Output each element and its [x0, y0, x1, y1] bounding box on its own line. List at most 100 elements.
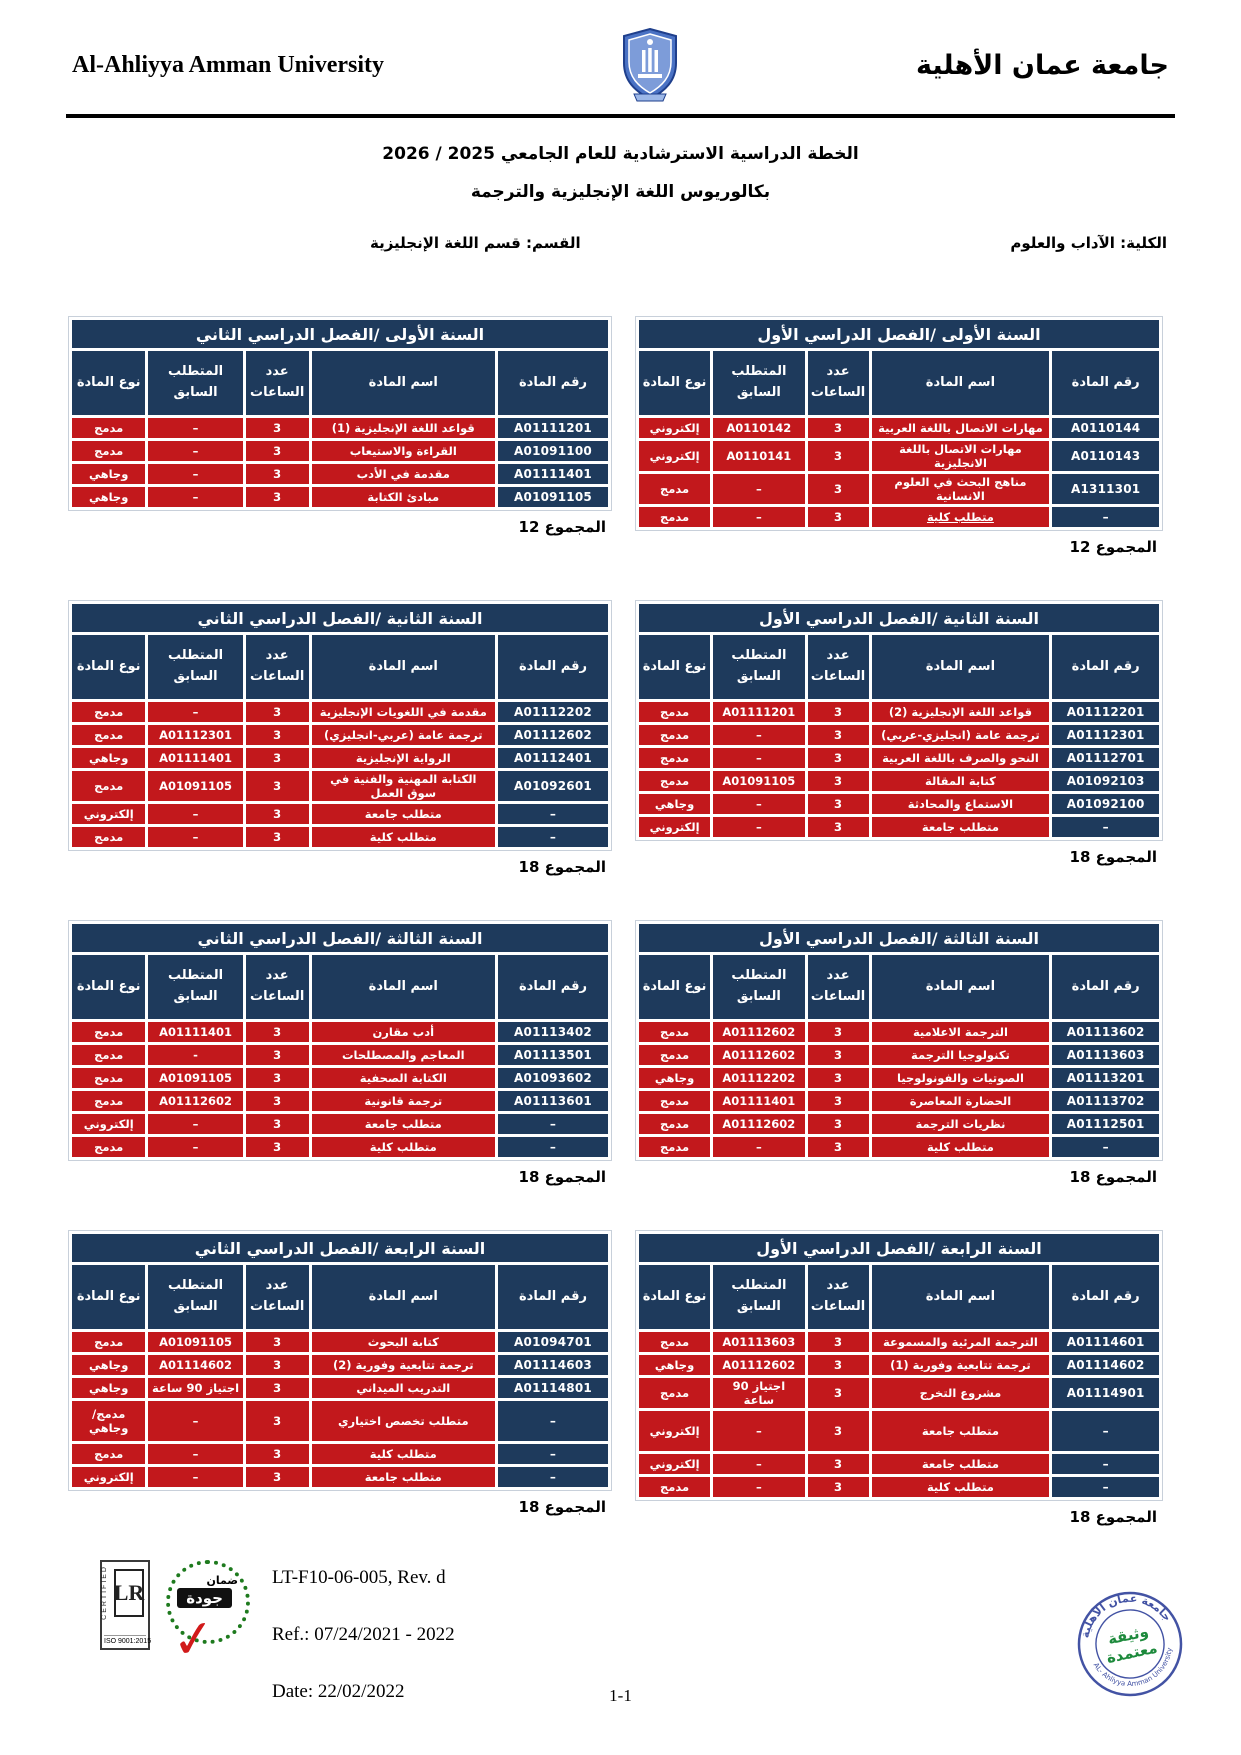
course-code-cell: A01112401: [497, 748, 608, 768]
column-header-row: رقم المادة اسم المادة عدد الساعات المتطلب ا…: [72, 955, 608, 1019]
course-type-cell: مدمج: [72, 1444, 146, 1464]
course-prerequisite-cell: A01113603: [713, 1332, 805, 1352]
course-prerequisite-cell: –: [713, 1137, 805, 1157]
course-code-cell: –: [1052, 1477, 1159, 1497]
course-type-cell: وجاهي: [72, 464, 146, 484]
course-type-cell: مدمج: [72, 702, 146, 722]
course-row: A01112202 مقدمة في اللغويات الإنجليزية 3– م…: [72, 702, 608, 722]
column-header: المتطلب السابق: [148, 635, 243, 699]
program-title: بكالوريوس اللغة الإنجليزية والترجمة: [470, 182, 771, 202]
course-code-cell: A01113501: [497, 1045, 608, 1065]
course-hours-cell: 3: [807, 817, 869, 837]
course-code-cell: A01091105: [497, 487, 608, 507]
course-hours-cell: 3: [245, 827, 309, 847]
course-prerequisite-cell: A01112602: [713, 1114, 805, 1134]
course-name-cell: النحو والصرف باللغة العربية: [871, 748, 1050, 768]
page-number: 1-1: [609, 1686, 632, 1705]
table-title: السنة الثالثة /الفصل الدراسي الثاني: [72, 924, 608, 952]
course-hours-cell: 3: [807, 418, 869, 438]
course-type-cell: إلكتروني: [72, 1114, 146, 1134]
course-name-cell: أدب مقارن: [311, 1022, 495, 1042]
course-row: A01091100 القراءة والاستيعاب 3– مدمج: [72, 441, 608, 461]
course-prerequisite-cell: –: [148, 441, 243, 461]
column-header: رقم المادة: [497, 635, 608, 699]
semester-table-block: السنة الثانية /الفصل الدراسي الأول رقم ال…: [635, 600, 1163, 866]
course-name-cell: متطلب كلية: [871, 1477, 1050, 1497]
column-header: نوع المادة: [72, 955, 146, 1019]
course-name-cell: الكتابة الصحفية: [311, 1068, 495, 1088]
column-header: رقم المادة: [497, 351, 608, 415]
course-hours-cell: 3: [807, 507, 869, 527]
red-checkmark-icon: ✓: [168, 1607, 219, 1673]
table-title: السنة الثانية /الفصل الدراسي الثاني: [72, 604, 608, 632]
course-type-cell: مدمج: [639, 1477, 711, 1497]
course-type-cell: مدمج: [639, 1378, 711, 1408]
column-header: رقم المادة: [497, 1265, 608, 1329]
semester-table-block: السنة الثانية /الفصل الدراسي الثاني رقم ا…: [68, 600, 612, 876]
course-prerequisite-cell: –: [713, 1454, 805, 1474]
column-header-row: رقم المادة اسم المادة عدد الساعات المتطلب ا…: [639, 351, 1159, 415]
table-title: السنة الثالثة /الفصل الدراسي الأول: [639, 924, 1159, 952]
iso-certified-badge: CERTIFIED LR ISO 9001:2015: [100, 1560, 151, 1650]
course-name-cell: قواعد اللغة الإنجليزية (2): [871, 702, 1050, 722]
plan-table: السنة الرابعة /الفصل الدراسي الثاني رقم ا…: [68, 1230, 612, 1491]
course-hours-cell: 3: [245, 748, 309, 768]
course-hours-cell: 3: [245, 464, 309, 484]
course-code-cell: –: [497, 804, 608, 824]
course-name-cell: ترجمة عامة (انجليزي-عربي): [871, 725, 1050, 745]
course-name-cell: ترجمة قانونية: [311, 1091, 495, 1111]
semester-table-block: السنة الثالثة /الفصل الدراسي الثاني رقم ا…: [68, 920, 612, 1186]
course-prerequisite-cell: –: [148, 1114, 243, 1134]
course-code-cell: A0110144: [1052, 418, 1159, 438]
course-name-cell: الترجمة المرئية والمسموعة: [871, 1332, 1050, 1352]
column-header: اسم المادة: [871, 351, 1050, 415]
column-header: عدد الساعات: [807, 351, 869, 415]
course-code-cell: A1311301: [1052, 474, 1159, 504]
course-name-cell: مهارات الاتصال باللغة العربية: [871, 418, 1050, 438]
course-hours-cell: 3: [245, 1091, 309, 1111]
table-title: السنة الأولى /الفصل الدراسي الثاني: [72, 320, 608, 348]
course-prerequisite-cell: –: [148, 804, 243, 824]
semester-total: المجموع 12: [1069, 538, 1157, 556]
course-hours-cell: 3: [245, 1378, 309, 1398]
department-label: القسم: قسم اللغة الإنجليزية: [370, 234, 581, 252]
course-type-cell: مدمج: [639, 1022, 711, 1042]
column-header: المتطلب السابق: [148, 1265, 243, 1329]
course-code-cell: A01114901: [1052, 1378, 1159, 1408]
course-prerequisite-cell: A01091105: [148, 1068, 243, 1088]
course-row: – متطلب جامعة 3– إلكتروني: [639, 817, 1159, 837]
course-type-cell: وجاهي: [72, 1355, 146, 1375]
course-hours-cell: 3: [807, 702, 869, 722]
course-code-cell: –: [497, 1137, 608, 1157]
column-header: اسم المادة: [871, 955, 1050, 1019]
column-header-row: رقم المادة اسم المادة عدد الساعات المتطلب ا…: [72, 351, 608, 415]
faculty-label: الكلية: الآداب والعلوم: [1010, 234, 1167, 252]
course-hours-cell: 3: [807, 1454, 869, 1474]
course-row: A01114603 ترجمة تتابعية وفورية (2) 3 A01114…: [72, 1355, 608, 1375]
semester-total: المجموع 18: [1069, 1168, 1157, 1186]
course-prerequisite-cell: اجتياز 90 ساعة: [713, 1378, 805, 1408]
course-hours-cell: 3: [245, 725, 309, 745]
course-code-cell: A01113602: [1052, 1022, 1159, 1042]
course-name-cell: متطلب جامعة: [311, 804, 495, 824]
column-header-row: رقم المادة اسم المادة عدد الساعات المتطلب ا…: [639, 955, 1159, 1019]
course-code-cell: A01113601: [497, 1091, 608, 1111]
course-name-cell: متطلب جامعة: [871, 1411, 1050, 1451]
document-ref: Ref.: 07/24/2021 - 2022: [272, 1624, 455, 1645]
course-name-cell: الحضارة المعاصرة: [871, 1091, 1050, 1111]
course-prerequisite-cell: A01091105: [148, 771, 243, 801]
course-name-cell: ترجمة تتابعية وفورية (2): [311, 1355, 495, 1375]
course-row: A01112701 النحو والصرف باللغة العربية 3– مد…: [639, 748, 1159, 768]
table-title-row: السنة الأولى /الفصل الدراسي الثاني: [72, 320, 608, 348]
course-code-cell: –: [1052, 1411, 1159, 1451]
plan-table: السنة الأولى /الفصل الدراسي الثاني رقم ال…: [68, 316, 612, 511]
course-name-cell: متطلب كلية: [871, 1137, 1050, 1157]
course-name-cell: مشروع التخرج: [871, 1378, 1050, 1408]
course-code-cell: A01093602: [497, 1068, 608, 1088]
course-row: A01112201 قواعد اللغة الإنجليزية (2) 3 A011…: [639, 702, 1159, 722]
course-name-cell: مقدمة في الأدب: [311, 464, 495, 484]
university-shield-icon: [623, 27, 678, 102]
course-type-cell: إلكتروني: [639, 441, 711, 471]
page-footer: CERTIFIED LR ISO 9001:2015 ضمان جودة ✓ L…: [0, 1548, 1241, 1748]
course-hours-cell: 3: [807, 1355, 869, 1375]
